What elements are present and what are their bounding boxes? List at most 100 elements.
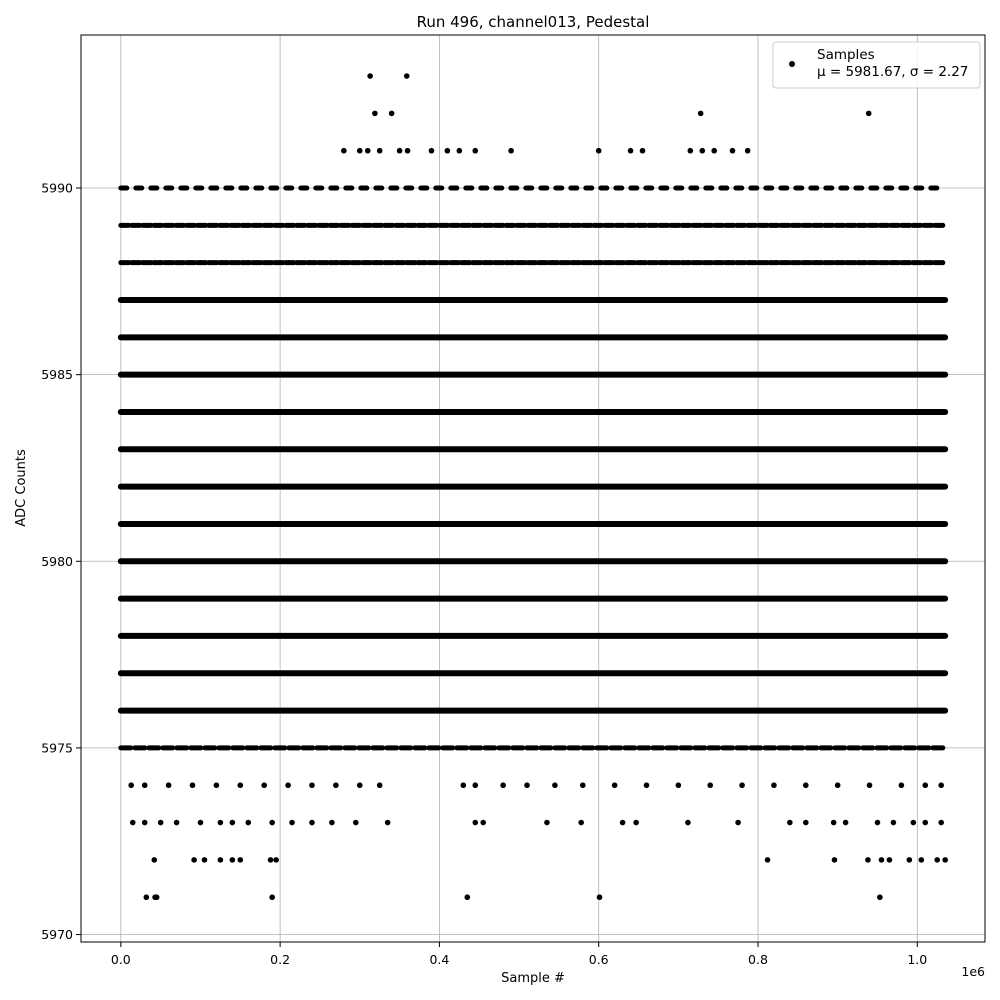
sample-point — [384, 819, 391, 826]
sample-point — [472, 147, 479, 154]
sample-point — [744, 147, 751, 154]
x-axis-label: Sample # — [501, 971, 565, 986]
sample-point — [830, 819, 837, 826]
sample-point — [685, 819, 691, 826]
sample-point — [697, 110, 704, 117]
sample-point — [460, 782, 467, 789]
sample-point — [802, 782, 809, 789]
sample-point — [352, 819, 359, 826]
sample-point — [201, 857, 208, 863]
y-axis-ticks: 5970 5975 5980 5985 5990 — [41, 181, 81, 942]
x-tick-label: 0.2 — [270, 952, 290, 967]
sample-point — [866, 782, 873, 789]
sample-point — [910, 819, 917, 826]
sample-point — [802, 819, 809, 826]
sample-point — [151, 857, 158, 863]
sample-point — [376, 782, 383, 789]
sample-point — [309, 819, 315, 826]
sample-point — [787, 819, 793, 826]
sample-point — [633, 819, 639, 826]
sample-point — [141, 782, 148, 789]
sample-point — [480, 819, 487, 826]
y-tick-label: 5975 — [41, 740, 73, 755]
sample-point — [687, 147, 694, 154]
sample-point — [372, 110, 378, 117]
sample-point — [508, 147, 514, 154]
sample-point — [333, 782, 339, 789]
sample-point — [918, 857, 925, 863]
sample-point — [771, 782, 777, 789]
sample-point — [922, 782, 929, 789]
sample-point — [878, 857, 885, 863]
sample-point — [245, 819, 252, 826]
sample-point — [699, 147, 706, 154]
sample-point — [289, 819, 295, 826]
sample-point — [356, 147, 363, 154]
sample-point — [364, 147, 371, 154]
sample-point — [552, 782, 558, 789]
sample-point — [842, 819, 849, 826]
sample-point — [329, 819, 335, 826]
y-tick-label: 5985 — [41, 367, 73, 382]
sample-point — [834, 782, 841, 789]
sample-point — [237, 857, 244, 863]
sample-point — [229, 819, 236, 826]
sample-point — [267, 857, 274, 863]
sample-point — [376, 147, 383, 154]
y-tick-label: 5970 — [41, 927, 73, 942]
sample-point — [707, 782, 714, 789]
sample-point — [578, 819, 584, 826]
sample-point — [157, 819, 164, 826]
sample-point — [922, 819, 929, 826]
sample-point — [938, 819, 944, 826]
sample-point — [938, 782, 944, 789]
sample-point — [191, 857, 197, 863]
sample-point — [735, 819, 741, 826]
sample-point — [396, 147, 403, 154]
sample-point — [173, 819, 180, 826]
sample-point — [273, 857, 279, 863]
sample-point — [942, 857, 948, 863]
legend-marker — [789, 61, 795, 67]
sample-point — [500, 782, 506, 789]
sample-point — [153, 894, 160, 901]
sample-point — [764, 857, 771, 863]
sample-point — [197, 819, 204, 826]
y-tick-label: 5990 — [41, 181, 73, 196]
sample-point — [456, 147, 463, 154]
sample-point — [128, 782, 134, 789]
sample-point — [472, 782, 479, 789]
sample-points — [128, 73, 948, 901]
sample-point — [890, 819, 897, 826]
chart-title: Run 496, channel013, Pedestal — [417, 13, 650, 31]
sample-point — [261, 782, 267, 789]
x-axis-ticks: 0.0 0.2 0.4 0.6 0.8 1.0 — [111, 942, 927, 967]
x-tick-label: 0.0 — [111, 952, 131, 967]
sample-point — [388, 110, 395, 117]
x-tick-label: 1.0 — [907, 952, 927, 967]
sample-point — [627, 147, 634, 154]
sample-point — [143, 894, 150, 901]
sample-point — [269, 819, 275, 826]
sample-point — [595, 147, 602, 154]
sample-point — [217, 819, 224, 826]
sample-point — [906, 857, 913, 863]
y-axis-label: ADC Counts — [14, 449, 29, 527]
sample-point — [285, 782, 291, 789]
sample-point — [934, 857, 941, 863]
sample-point — [544, 819, 550, 826]
sample-point — [874, 819, 881, 826]
sample-point — [189, 782, 196, 789]
sample-point — [403, 73, 410, 79]
sample-point — [141, 819, 148, 826]
sample-point — [444, 147, 451, 154]
sample-point — [831, 857, 838, 863]
plot-frame — [80, 34, 986, 943]
x-axis-offset-label: 1e6 — [961, 964, 985, 979]
sample-point — [643, 782, 650, 789]
legend-box — [772, 41, 981, 89]
sample-point — [472, 819, 479, 826]
sample-point — [428, 147, 435, 154]
sample-point — [639, 147, 646, 154]
